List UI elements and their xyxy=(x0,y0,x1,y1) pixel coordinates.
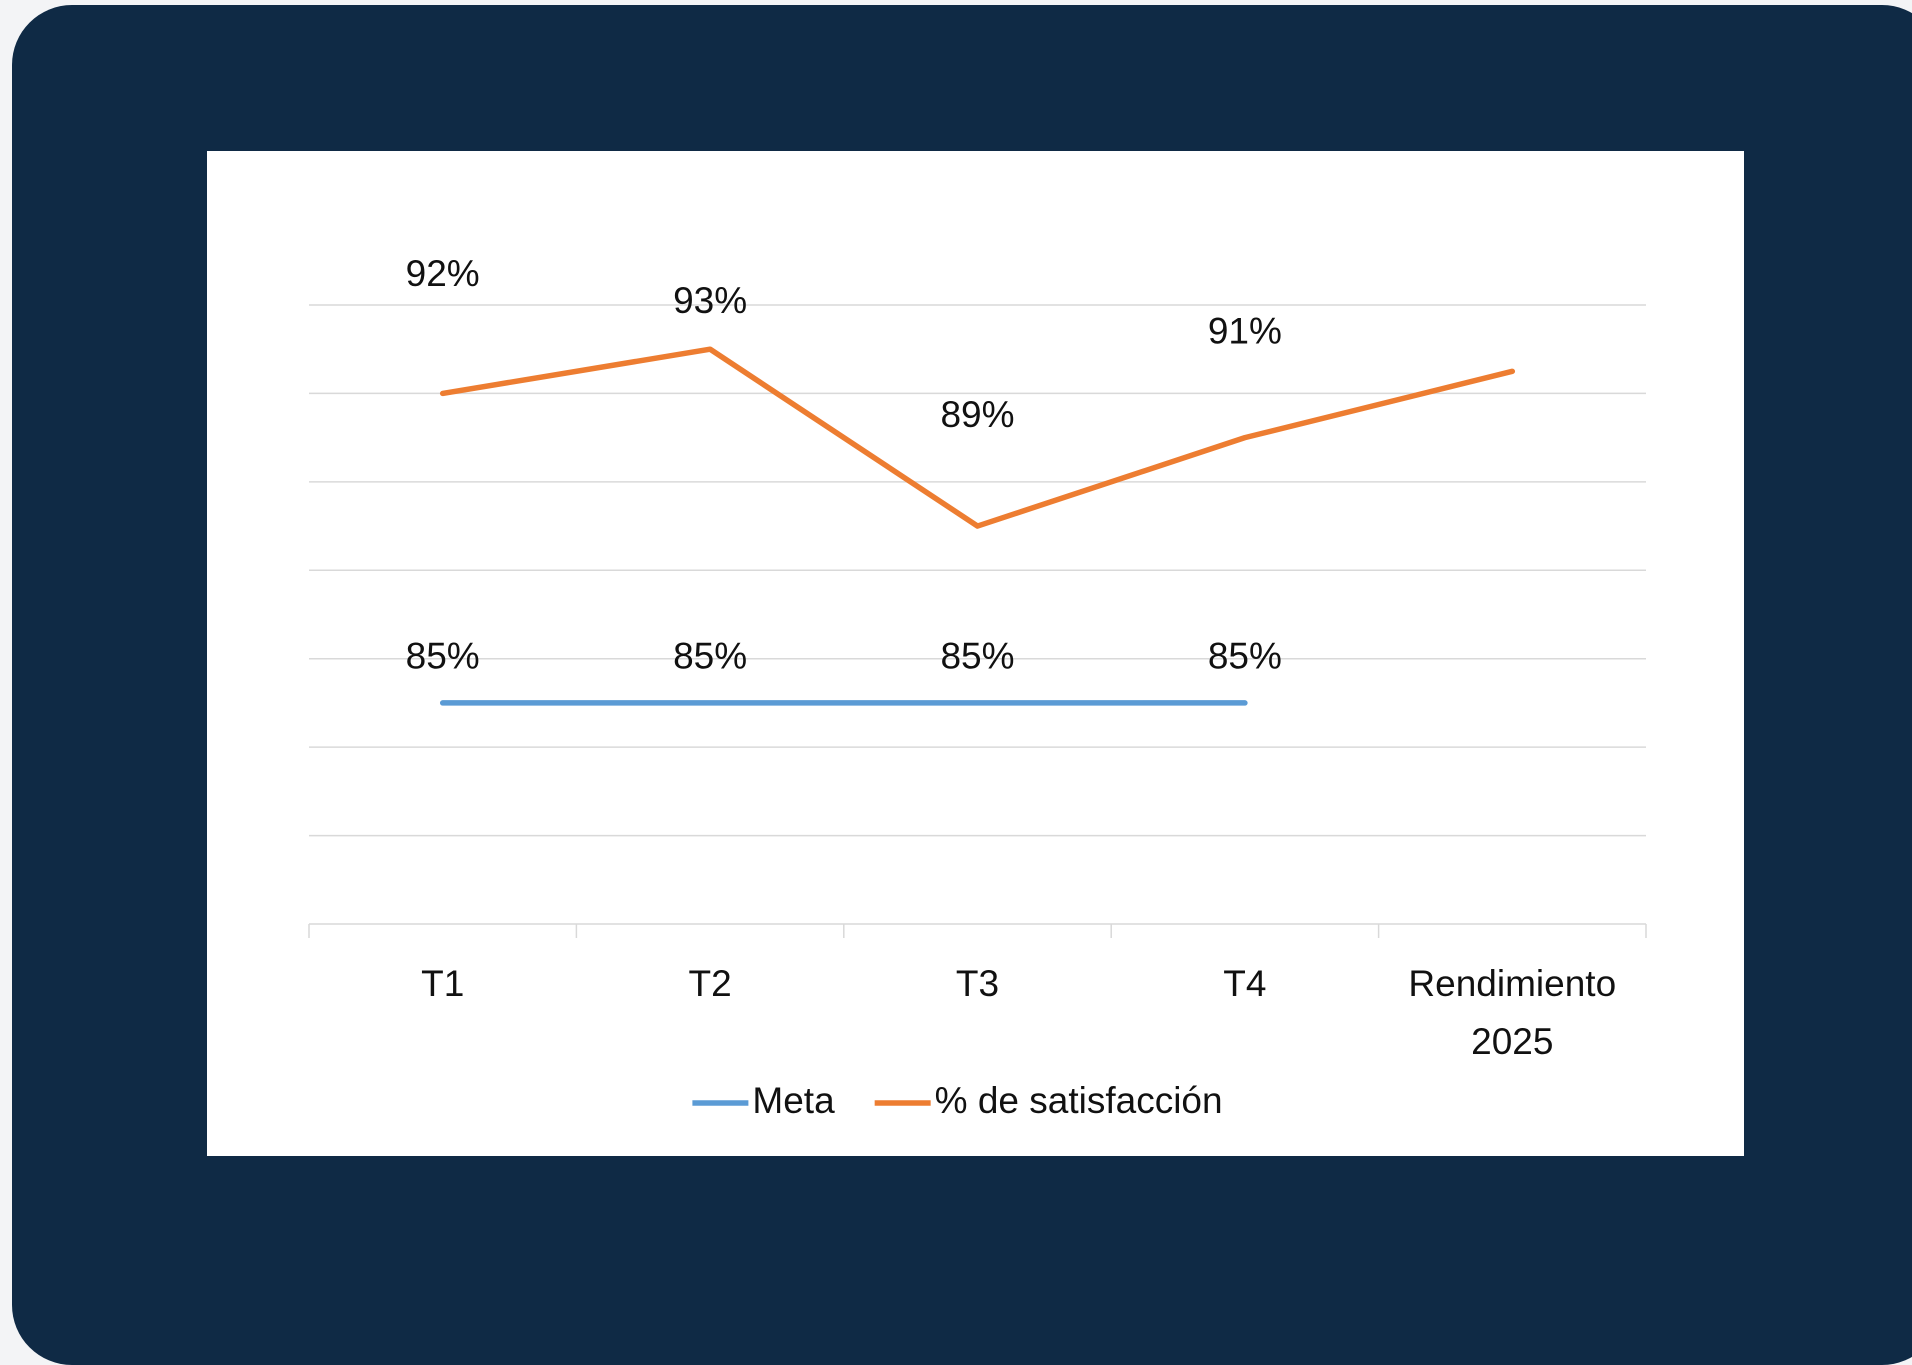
legend-label: Meta xyxy=(752,1080,835,1121)
data-label: 85% xyxy=(406,636,480,677)
page: 85% 85% 85% 85% 92% 93% 89% 91% Meta % de satisfa… xyxy=(12,5,1912,1365)
series-line xyxy=(439,346,1516,529)
x-tick-label: Rendimiento 2025 xyxy=(1408,963,1617,1062)
x-tick-label: T1 xyxy=(421,963,465,1004)
data-label: 85% xyxy=(1208,636,1282,677)
data-label: 93% xyxy=(673,280,747,321)
x-tick-label: T2 xyxy=(688,963,732,1004)
data-label: 85% xyxy=(940,636,1014,677)
data-label: 92% xyxy=(406,253,480,294)
x-tick-label: T3 xyxy=(955,963,1000,1004)
chart: 85% 85% 85% 85% 92% 93% 89% 91% Meta % de satisfa… xyxy=(207,151,1744,1156)
data-label: 85% xyxy=(673,636,747,677)
x-tick-label: T4 xyxy=(1223,963,1267,1004)
data-label: 91% xyxy=(1208,310,1282,351)
data-label: 89% xyxy=(940,394,1014,435)
legend-label: % de satisfacción xyxy=(935,1080,1223,1121)
chart-panel xyxy=(207,151,1744,1156)
